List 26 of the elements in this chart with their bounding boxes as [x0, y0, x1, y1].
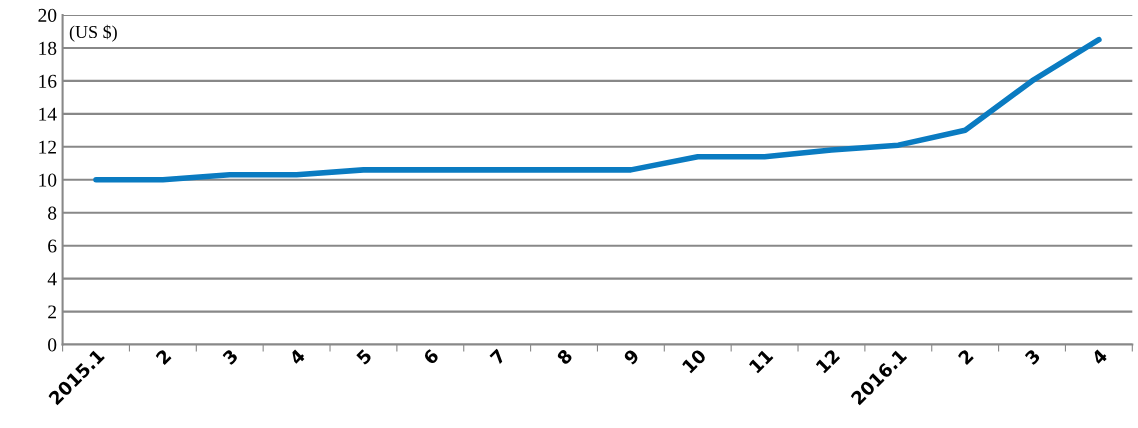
x-tick-label: 4	[288, 348, 306, 366]
x-tick-label: 2	[957, 348, 974, 365]
y-tick-label: 18	[39, 41, 57, 55]
x-tick-label: 3	[221, 348, 239, 366]
x-tick-label: 11	[748, 348, 774, 374]
x-tick-label: 2	[155, 348, 172, 365]
x-tick-label: 12	[815, 348, 841, 374]
y-tick-label: 4	[47, 272, 57, 286]
y-tick-label: 2	[48, 305, 56, 319]
y-tick-label: 10	[39, 173, 57, 187]
y-tick-label: 0	[48, 338, 57, 352]
x-tick-label: 5	[355, 348, 373, 366]
y-tick-label: 16	[39, 74, 57, 88]
x-tick-label: 9	[622, 348, 640, 366]
x-tick-label: 6	[422, 348, 440, 366]
y-tick-label: 14	[39, 107, 57, 121]
x-tick-label: 7	[489, 348, 506, 366]
y-tick-label: 12	[39, 140, 56, 154]
y-tick-label: 8	[48, 206, 57, 220]
y-tick-label: 6	[48, 239, 57, 253]
x-tick-label: 10	[681, 348, 708, 374]
x-tick-label: 3	[1024, 348, 1041, 366]
annotation: (US $)	[69, 24, 117, 42]
x-tick-label: 8	[556, 348, 574, 366]
x-tick-label: 4	[1090, 348, 1108, 366]
y-tick-label: 20	[38, 8, 57, 22]
